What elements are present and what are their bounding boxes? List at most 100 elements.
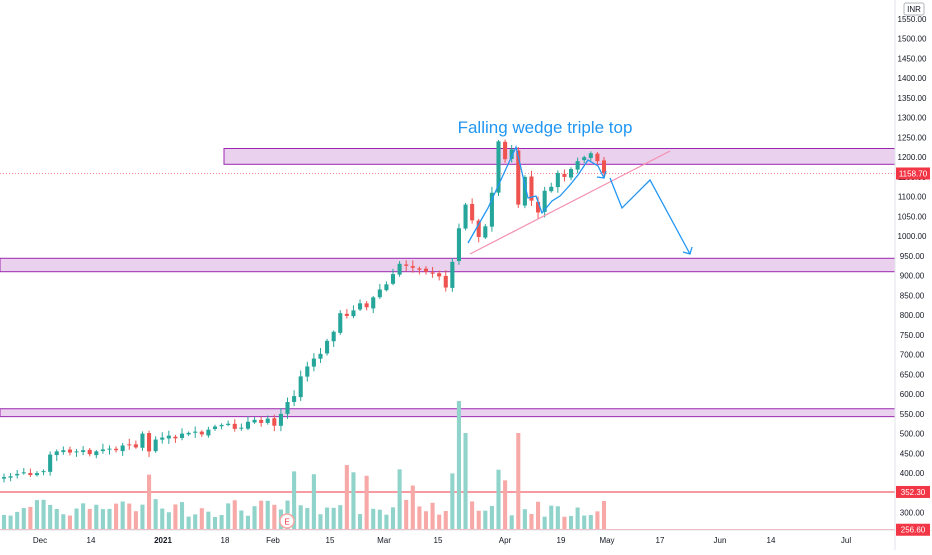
y-tick-label: 700.00 <box>900 351 925 360</box>
volume-bar <box>542 516 547 529</box>
y-tick-label: 400.00 <box>900 469 925 478</box>
volume-bars <box>1 401 607 529</box>
volume-bar <box>28 506 33 529</box>
volume-bar <box>549 505 554 529</box>
volume-bar <box>582 515 587 529</box>
volume-bar <box>601 500 607 529</box>
volume-bar <box>470 501 475 529</box>
volume-bar <box>437 514 442 529</box>
y-tick-label: 650.00 <box>900 370 925 379</box>
level-badge-1: 352.30 <box>896 485 930 498</box>
volume-bar <box>265 500 270 529</box>
candle-body <box>74 451 79 453</box>
volume-bar <box>160 508 165 529</box>
volume-bar <box>509 515 514 529</box>
candle-body <box>206 429 211 436</box>
y-tick-label: 1350.00 <box>898 94 927 103</box>
y-tick-label: 300.00 <box>900 509 925 518</box>
pattern-drawings <box>467 145 693 255</box>
volume-bar <box>568 515 574 529</box>
volume-bar <box>15 511 20 529</box>
candle-body <box>226 423 231 425</box>
volume-bar <box>318 514 323 529</box>
candle-body <box>377 289 382 298</box>
candle-body <box>193 431 198 433</box>
y-axis-ticks: 1550.00 1500.00 1450.00 1400.00 1350.00 1300.… <box>898 15 927 537</box>
x-tick-label: Mar <box>377 536 391 545</box>
resistance-zone <box>223 148 896 165</box>
candle-body <box>285 402 290 414</box>
volume-bar <box>114 503 119 529</box>
candle-body <box>318 353 323 359</box>
volume-bar <box>199 508 204 529</box>
candle-body <box>483 226 488 238</box>
candle-body <box>470 203 475 221</box>
volume-bar <box>476 510 481 529</box>
candle-body <box>100 449 105 452</box>
volume-bar <box>87 508 92 529</box>
volume-bar <box>179 502 185 529</box>
candle-body <box>61 450 66 453</box>
candle-body <box>239 427 244 429</box>
earnings-marker[interactable]: E <box>279 513 295 529</box>
volume-bar <box>219 515 224 529</box>
volume-bar <box>232 500 237 529</box>
candle-body <box>410 266 415 268</box>
y-tick-label: 1050.00 <box>898 212 927 221</box>
candle-body <box>536 201 541 213</box>
volume-bar <box>595 511 600 529</box>
candle-body <box>351 310 356 317</box>
volume-bar <box>34 500 40 529</box>
volume-bar <box>377 509 382 529</box>
candle-body <box>21 472 26 474</box>
volume-bar <box>358 514 363 529</box>
volume-bar <box>173 504 178 529</box>
y-tick-label: 1250.00 <box>898 133 927 142</box>
candle-body <box>417 268 422 270</box>
candle-body <box>87 449 92 455</box>
resistance-zone <box>0 408 896 418</box>
candle-body <box>450 261 455 288</box>
forecast-path <box>609 177 691 255</box>
candle-body <box>588 153 593 159</box>
volume-bar <box>384 514 389 529</box>
candle-body <box>120 445 125 452</box>
candle-body <box>127 444 132 446</box>
volume-bar <box>344 465 349 529</box>
volume-bar <box>588 514 593 529</box>
volume-bar <box>133 511 138 529</box>
level-lines <box>0 173 895 531</box>
volume-bar <box>483 510 488 529</box>
candle-body <box>509 149 514 159</box>
level-label-2: 256.60 <box>901 526 926 535</box>
volume-bar <box>272 504 277 529</box>
volume-bar <box>206 511 211 529</box>
volume-bar <box>463 433 468 529</box>
x-tick-label: 2021 <box>154 536 172 545</box>
candle-body <box>34 473 40 476</box>
volume-bar <box>489 505 494 529</box>
volume-bar <box>529 513 534 529</box>
y-tick-label: 850.00 <box>900 291 925 300</box>
x-tick-label: 15 <box>434 536 443 545</box>
volume-bar <box>371 508 376 529</box>
candle-body <box>496 141 501 193</box>
candle-body <box>562 173 567 177</box>
volume-bar <box>166 512 171 529</box>
candle-body <box>549 186 554 192</box>
volume-bar <box>193 514 198 529</box>
x-tick-label: 19 <box>557 536 566 545</box>
candle-body <box>476 220 481 237</box>
candle-body <box>568 169 574 178</box>
x-tick-label: 18 <box>221 536 230 545</box>
candle-body <box>390 274 396 284</box>
candle-body <box>15 473 20 476</box>
candle-body <box>338 313 343 333</box>
candle-body <box>186 432 191 435</box>
volume-bar <box>338 505 343 529</box>
volume-bar <box>94 504 99 529</box>
volume-bar <box>245 515 250 529</box>
volume-bar <box>536 501 541 529</box>
